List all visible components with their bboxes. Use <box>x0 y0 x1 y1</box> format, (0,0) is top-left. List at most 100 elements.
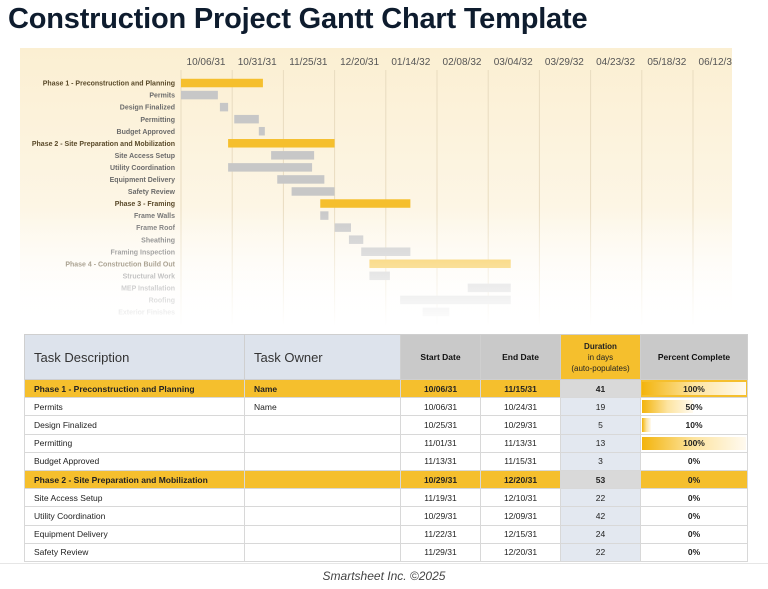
table-header-row: Task Description Task Owner Start Date E… <box>24 334 748 380</box>
start-date-cell[interactable]: 10/06/31 <box>400 397 481 417</box>
task-description-cell[interactable]: Site Access Setup <box>24 488 245 508</box>
task-description-cell[interactable]: Phase 2 - Site Preparation and Mobilizat… <box>24 469 245 490</box>
task-description-cell[interactable]: Permits <box>24 397 245 417</box>
gantt-task-label: Frame Walls <box>134 213 175 220</box>
start-date-cell[interactable]: 11/22/31 <box>400 524 481 544</box>
task-description-cell[interactable]: Permitting <box>24 433 245 453</box>
gantt-task-label: Structural Work <box>123 273 175 280</box>
task-owner-cell[interactable] <box>244 488 401 508</box>
start-date-cell[interactable]: 10/06/31 <box>400 378 481 399</box>
task-owner-cell[interactable] <box>244 451 401 471</box>
footer-divider <box>0 563 768 564</box>
gantt-task-bar <box>234 114 259 124</box>
task-owner-cell[interactable]: Name <box>244 378 401 399</box>
duration-cell[interactable]: 22 <box>560 542 641 562</box>
duration-cell[interactable]: 22 <box>560 488 641 508</box>
gantt-task-label: Safety Review <box>128 189 176 196</box>
header-percent-complete: Percent Complete <box>640 334 748 380</box>
duration-cell[interactable]: 53 <box>560 469 641 490</box>
duration-cell[interactable]: 42 <box>560 506 641 526</box>
duration-cell[interactable]: 19 <box>560 397 641 417</box>
task-owner-cell[interactable] <box>244 506 401 526</box>
gantt-task-label: Frame Roof <box>136 225 176 232</box>
percent-complete-cell[interactable]: 100% <box>640 433 748 453</box>
start-date-cell[interactable]: 10/29/31 <box>400 469 481 490</box>
gantt-task-label: Phase 1 - Preconstruction and Planning <box>43 81 175 88</box>
header-duration-sub1: in days <box>587 352 614 362</box>
percent-complete-cell[interactable]: 0% <box>640 524 748 544</box>
header-duration-label: Duration <box>584 341 617 351</box>
end-date-cell[interactable]: 12/09/31 <box>480 506 561 526</box>
start-date-cell[interactable]: 11/29/31 <box>400 542 481 562</box>
task-owner-cell[interactable] <box>244 433 401 453</box>
duration-cell[interactable]: 24 <box>560 524 641 544</box>
percent-complete-label: 10% <box>685 419 703 430</box>
percent-complete-cell[interactable]: 0% <box>640 469 748 490</box>
percent-complete-bar <box>642 436 746 450</box>
footer-credit: Smartsheet Inc. ©2025 <box>322 569 446 583</box>
end-date-cell[interactable]: 11/13/31 <box>480 433 561 453</box>
task-description-cell[interactable]: Safety Review <box>24 542 245 562</box>
percent-complete-label: 0% <box>687 529 701 540</box>
percent-complete-cell[interactable]: 50% <box>640 397 748 417</box>
task-owner-cell[interactable] <box>244 415 401 435</box>
duration-cell[interactable]: 13 <box>560 433 641 453</box>
task-description-cell[interactable]: Equipment Delivery <box>24 524 245 544</box>
gantt-task-bar <box>219 102 229 112</box>
percent-complete-cell[interactable]: 100% <box>640 378 748 399</box>
duration-cell[interactable]: 3 <box>560 451 641 471</box>
gantt-chart-svg: 10/06/31 10/31/31 11/25/31 12/20/31 01/14/32… <box>32 57 732 326</box>
percent-complete-cell[interactable]: 0% <box>640 506 748 526</box>
start-date-cell[interactable]: 11/01/31 <box>400 433 481 453</box>
table-row: Utility Coordination 10/29/31 12/09/31 42 0% <box>24 506 748 526</box>
percent-complete-bar <box>642 418 651 432</box>
end-date-cell[interactable]: 12/15/31 <box>480 524 561 544</box>
gantt-x-tick-label: 12/20/31 <box>340 57 379 68</box>
percent-complete-cell[interactable]: 10% <box>640 415 748 435</box>
gantt-task-label: Permitting <box>140 117 175 124</box>
task-owner-cell[interactable]: Name <box>244 397 401 417</box>
end-date-cell[interactable]: 11/15/31 <box>480 378 561 399</box>
gantt-task-label: Framing Inspection <box>110 249 175 256</box>
gantt-task-bar <box>467 283 511 293</box>
gantt-phase-bar <box>181 78 263 88</box>
gantt-task-bar <box>369 271 390 281</box>
end-date-cell[interactable]: 11/15/31 <box>480 451 561 471</box>
gantt-task-bar <box>320 211 329 220</box>
gantt-chart: 10/06/31 10/31/31 11/25/31 12/20/31 01/14/32… <box>20 48 732 326</box>
percent-complete-cell[interactable]: 0% <box>640 542 748 562</box>
gantt-task-bar <box>181 90 218 100</box>
end-date-cell[interactable]: 10/29/31 <box>480 415 561 435</box>
start-date-cell[interactable]: 10/25/31 <box>400 415 481 435</box>
table-row: Permitting 11/01/31 11/13/31 13 100% <box>24 433 748 453</box>
start-date-cell[interactable]: 11/19/31 <box>400 488 481 508</box>
task-owner-cell[interactable] <box>244 524 401 544</box>
gantt-phase-bar <box>320 199 411 208</box>
duration-cell[interactable]: 41 <box>560 378 641 399</box>
start-date-cell[interactable]: 11/13/31 <box>400 451 481 471</box>
end-date-cell[interactable]: 12/10/31 <box>480 488 561 508</box>
task-description-cell[interactable]: Utility Coordination <box>24 506 245 526</box>
gantt-task-bar <box>361 247 411 256</box>
gantt-x-tick-label: 02/08/32 <box>443 57 482 68</box>
start-date-cell[interactable]: 10/29/31 <box>400 506 481 526</box>
gantt-task-label: MEP Installation <box>121 285 175 292</box>
percent-complete-bar <box>642 400 693 414</box>
task-owner-cell[interactable] <box>244 542 401 562</box>
gantt-task-bar <box>271 151 315 160</box>
end-date-cell[interactable]: 12/20/31 <box>480 469 561 490</box>
percent-complete-cell[interactable]: 0% <box>640 451 748 471</box>
percent-complete-cell[interactable]: 0% <box>640 488 748 508</box>
duration-cell[interactable]: 5 <box>560 415 641 435</box>
task-description-cell[interactable]: Phase 1 - Preconstruction and Planning <box>24 378 245 399</box>
gantt-task-label: Phase 4 - Construction Build Out <box>65 261 175 268</box>
end-date-cell[interactable]: 12/20/31 <box>480 542 561 562</box>
gantt-task-label: Utility Coordination <box>110 165 175 172</box>
header-task-description: Task Description <box>24 334 245 380</box>
task-description-cell[interactable]: Budget Approved <box>24 451 245 471</box>
percent-complete-label: 100% <box>683 383 705 394</box>
gantt-x-tick-label: 05/18/32 <box>647 57 686 68</box>
end-date-cell[interactable]: 10/24/31 <box>480 397 561 417</box>
task-description-cell[interactable]: Design Finalized <box>24 415 245 435</box>
task-owner-cell[interactable] <box>244 469 401 490</box>
